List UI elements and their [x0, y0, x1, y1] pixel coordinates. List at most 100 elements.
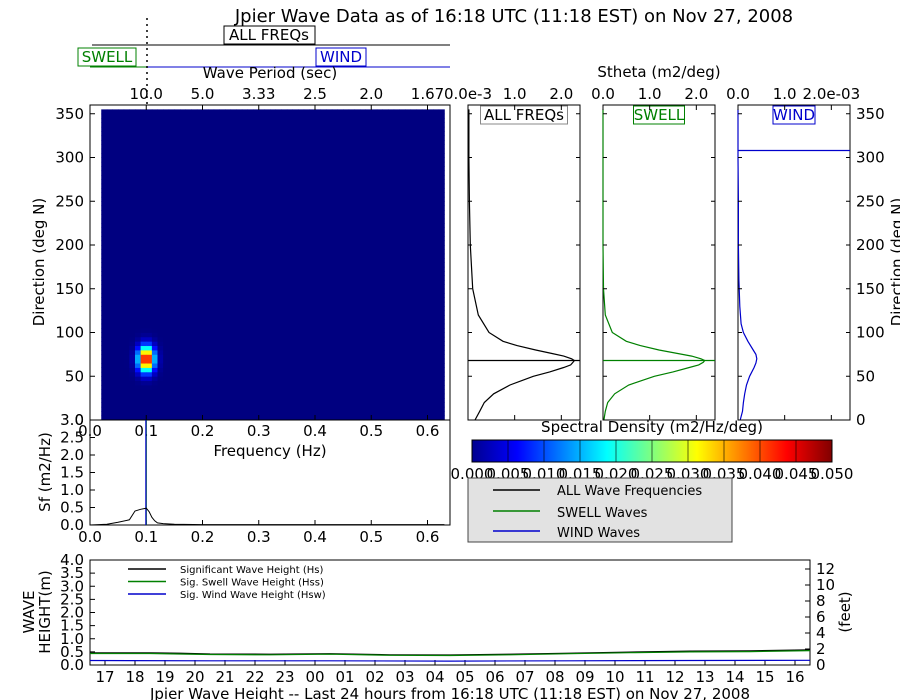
heatmap-cell [331, 415, 338, 421]
heatmap-cell [230, 157, 237, 163]
heatmap-cell [106, 258, 113, 263]
heatmap-ytick-label: 350 [55, 105, 84, 123]
heatmap-cell [219, 367, 226, 373]
heatmap-cell [315, 350, 322, 355]
heatmap-cell [286, 131, 293, 137]
heatmap-cell [348, 288, 355, 294]
heatmap-cell [393, 350, 400, 355]
heatmap-cell [298, 210, 305, 215]
heatmap-cell [123, 223, 130, 228]
heatmap-cell [112, 275, 119, 281]
heatmap-cell [264, 170, 271, 176]
heatmap-cell [360, 402, 367, 408]
heatmap-cell [405, 214, 412, 220]
heatmap-cell [270, 253, 277, 259]
heatmap-cell [275, 319, 282, 325]
heatmap-cell [270, 380, 277, 386]
heatmap-cell [146, 170, 153, 176]
heatmap-cell [393, 118, 400, 123]
heatmap-cell [410, 293, 417, 298]
heatmap-cell [151, 310, 158, 316]
heatmap-cell [382, 126, 389, 132]
heatmap-cell [230, 376, 237, 382]
heatmap-cell [393, 336, 400, 342]
heatmap-cell [292, 201, 299, 207]
heatmap-cell [371, 245, 378, 250]
heatmap-cell [118, 253, 125, 259]
heatmap-cell [399, 315, 406, 320]
heatmap-cell [230, 393, 237, 399]
heatmap-cell [129, 319, 136, 325]
heatmap-cell [191, 288, 198, 294]
heatmap-cell [376, 144, 383, 150]
heatmap-cell [208, 153, 215, 158]
heatmap-cell [151, 231, 158, 237]
heatmap-cell [247, 336, 254, 342]
heatmap-cell [129, 354, 136, 360]
heatmap-cell [292, 175, 299, 180]
heatmap-cell [348, 253, 355, 259]
heatmap-cell [427, 385, 434, 390]
heatmap-cell [140, 341, 147, 347]
heatmap-cell [376, 240, 383, 246]
heatmap-cell [303, 227, 310, 233]
heatmap-cell [236, 306, 243, 312]
heatmap-cell [213, 415, 220, 421]
heatmap-cell [331, 393, 338, 399]
heatmap-cell [399, 183, 406, 189]
heatmap-cell [163, 210, 170, 215]
heatmap-cell [236, 411, 243, 417]
heatmap-cell [343, 271, 350, 277]
heatmap-cell [348, 323, 355, 329]
heatmap-cell [270, 122, 277, 128]
height-xtick-label: 14 [725, 668, 744, 686]
heatmap-cell [219, 385, 226, 390]
heatmap-cell [230, 385, 237, 390]
heatmap-cell [163, 157, 170, 163]
heatmap-cell [326, 153, 333, 158]
heatmap-cell [264, 385, 271, 390]
heatmap-cell [275, 201, 282, 207]
heatmap-cell [376, 402, 383, 408]
heatmap-cell [241, 240, 248, 246]
heatmap-cell [376, 363, 383, 368]
heatmap-cell [286, 266, 293, 272]
heatmap-cell [213, 411, 220, 417]
heatmap-cell [376, 210, 383, 215]
heatmap-cell [146, 205, 153, 211]
heatmap-cell [258, 192, 265, 198]
heatmap-ylabel: Direction (deg N) [30, 198, 48, 327]
heatmap-cell [202, 236, 209, 242]
heatmap-cell [106, 223, 113, 228]
heatmap-cell [371, 161, 378, 167]
heatmap-cell [146, 183, 153, 189]
heatmap-cell [230, 280, 237, 285]
heatmap-cell [185, 153, 192, 158]
heatmap-cell [343, 262, 350, 268]
heatmap-cell [360, 393, 367, 399]
heatmap-cell [348, 262, 355, 268]
heatmap-cell [303, 188, 310, 193]
heatmap-cell [236, 223, 243, 228]
heatmap-cell [213, 341, 220, 347]
heatmap-cell [421, 341, 428, 347]
heatmap-cell [427, 188, 434, 193]
heatmap-cell [225, 284, 232, 290]
heatmap-cell [292, 293, 299, 298]
heatmap-cell [202, 354, 209, 360]
heatmap-cell [298, 126, 305, 132]
heatmap-cell [405, 144, 412, 150]
heatmap-cell [298, 350, 305, 355]
heatmap-cell [129, 166, 136, 172]
heatmap-cell [360, 218, 367, 224]
heatmap-cell [196, 175, 203, 180]
heatmap-cell [129, 363, 136, 368]
heatmap-cell [219, 315, 226, 320]
heatmap-cell [399, 350, 406, 355]
heatmap-cell [433, 214, 440, 220]
heatmap-cell [180, 402, 187, 408]
heatmap-cell [135, 271, 142, 277]
heatmap-cell [185, 266, 192, 272]
heatmap-cell [157, 240, 164, 246]
heatmap-cell [157, 175, 164, 180]
